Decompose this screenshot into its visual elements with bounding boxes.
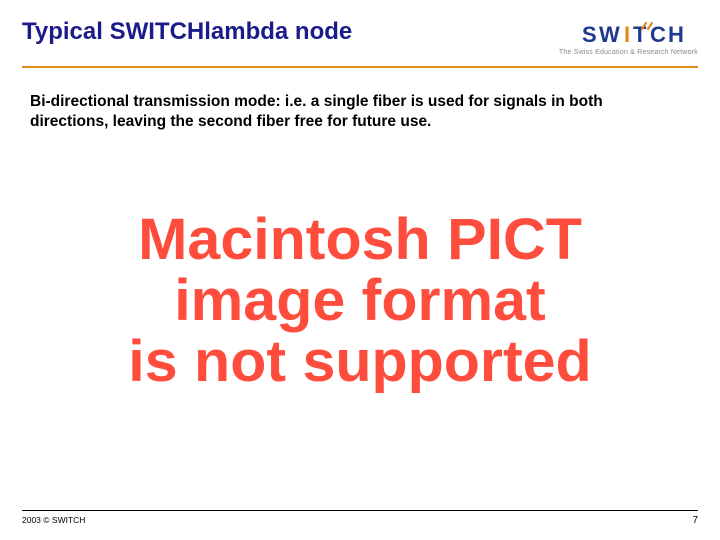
svg-text:I: I: [624, 22, 630, 47]
switch-logo-icon: SWITCH: [580, 20, 698, 48]
logo: SWITCH The Swiss Education & Research Ne…: [559, 18, 698, 56]
footer-row: 2003 © SWITCH 7: [22, 515, 698, 526]
header-rule: [22, 66, 698, 68]
svg-text:C: C: [650, 22, 666, 47]
placeholder-line: Macintosh PICT: [0, 210, 720, 271]
page-number: 7: [692, 515, 698, 526]
footer: 2003 © SWITCH 7: [22, 510, 698, 526]
placeholder-line: is not supported: [0, 332, 720, 393]
footer-rule: [22, 510, 698, 511]
image-placeholder: Macintosh PICT image format is not suppo…: [0, 210, 720, 393]
footer-copyright: 2003 © SWITCH: [22, 515, 85, 525]
page-title: Typical SWITCHlambda node: [22, 18, 352, 46]
placeholder-line: image format: [0, 271, 720, 332]
logo-wordmark: SWITCH: [580, 20, 698, 48]
body-paragraph: Bi-directional transmission mode: i.e. a…: [22, 92, 662, 132]
logo-tagline: The Swiss Education & Research Network: [559, 49, 698, 56]
header-row: Typical SWITCHlambda node SWITCH The Swi…: [22, 18, 698, 56]
slide: Typical SWITCHlambda node SWITCH The Swi…: [0, 0, 720, 540]
svg-text:S: S: [582, 22, 597, 47]
svg-text:H: H: [668, 22, 684, 47]
svg-text:W: W: [599, 22, 620, 47]
